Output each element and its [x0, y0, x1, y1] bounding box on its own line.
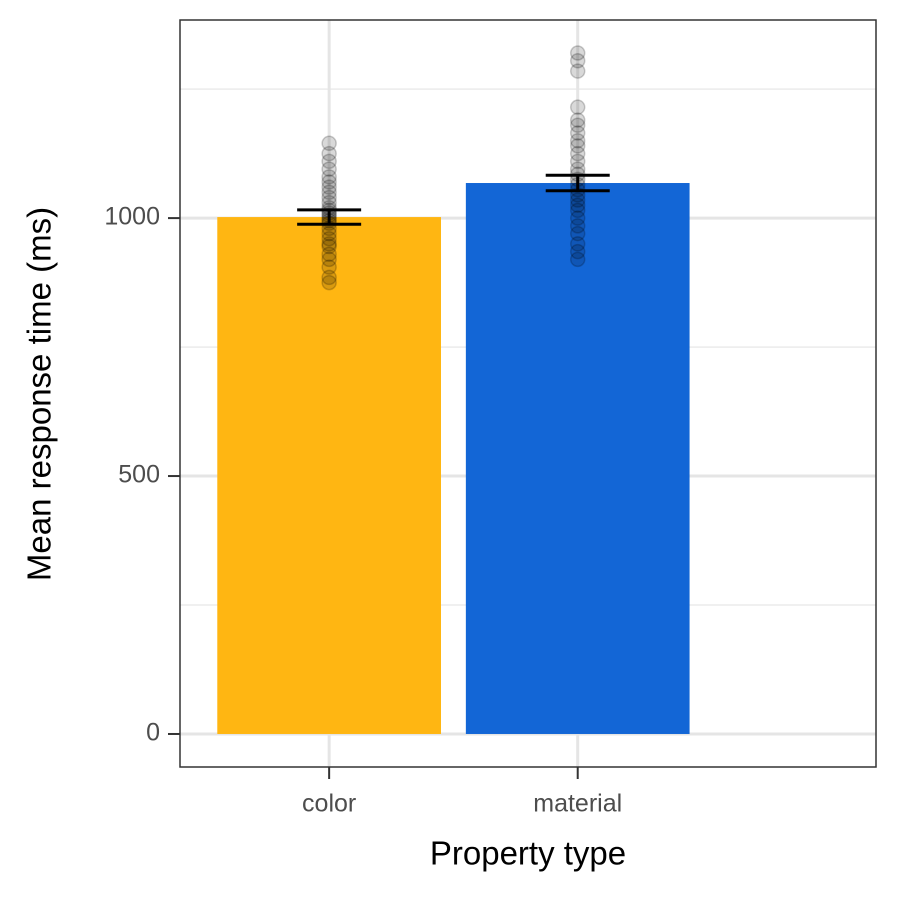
data-point — [569, 138, 586, 154]
data-point — [321, 269, 337, 286]
data-point — [321, 246, 337, 262]
data-point — [321, 184, 337, 201]
data-point — [321, 174, 337, 190]
data-point — [321, 230, 337, 247]
y-axis-title: Mean response time (ms) — [21, 207, 58, 581]
data-point — [569, 236, 586, 252]
data-point — [321, 225, 337, 242]
data-point — [569, 210, 586, 226]
data-point — [321, 153, 337, 170]
data-point — [569, 145, 586, 162]
data-point — [569, 218, 586, 234]
error-bar — [545, 173, 610, 193]
data-point — [569, 125, 586, 141]
data-point — [321, 169, 337, 185]
data-point — [569, 112, 586, 128]
data-point — [569, 197, 586, 213]
y-tick-label: 500 — [118, 461, 160, 489]
data-point — [321, 236, 337, 252]
panel-border — [179, 19, 877, 768]
x-tick-label: color — [302, 790, 356, 818]
y-tick-label: 0 — [146, 719, 160, 747]
data-point — [321, 135, 337, 152]
data-point — [569, 132, 586, 149]
data-point — [569, 153, 586, 170]
error-bar — [297, 208, 362, 226]
data-point — [569, 45, 586, 61]
x-axis-title: Property type — [430, 835, 626, 872]
data-point — [321, 189, 337, 206]
y-tick-label: 1000 — [104, 203, 160, 231]
data-point — [569, 53, 586, 69]
data-point — [569, 63, 586, 79]
data-point — [569, 251, 586, 268]
data-point — [321, 274, 337, 291]
data-point — [321, 259, 337, 275]
bar — [465, 183, 690, 734]
data-point — [569, 99, 586, 115]
data-point — [569, 243, 586, 260]
data-point — [321, 251, 337, 268]
bar — [217, 217, 441, 734]
data-point — [321, 145, 337, 162]
data-point — [569, 117, 586, 133]
data-point — [569, 202, 586, 219]
data-point — [321, 161, 337, 177]
x-tick-label: material — [533, 790, 622, 818]
data-point — [321, 238, 337, 255]
data-point — [569, 225, 586, 242]
data-point — [569, 192, 586, 208]
data-point — [321, 179, 337, 195]
